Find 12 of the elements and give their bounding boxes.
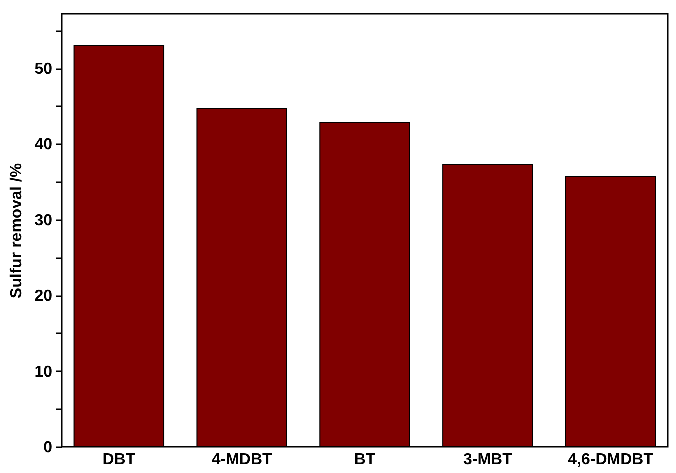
y-axis-title: Sulfur removal /%: [8, 163, 26, 299]
y-tick-label: 20: [34, 288, 53, 306]
y-tick-label: 10: [34, 364, 53, 381]
y-tick-label: 0: [44, 440, 53, 456]
y-tick-label: 50: [34, 61, 53, 78]
x-tick-label: 4-MDBT: [212, 452, 273, 468]
x-tick-label: DBT: [102, 452, 136, 468]
y-tick-label: 30: [34, 212, 53, 230]
x-tick-label: BT: [354, 452, 376, 468]
x-tick-label: 4,6-DMDBT: [568, 452, 654, 468]
y-tick-label: 40: [34, 136, 53, 154]
x-tick-label: 3-MBT: [463, 452, 513, 468]
